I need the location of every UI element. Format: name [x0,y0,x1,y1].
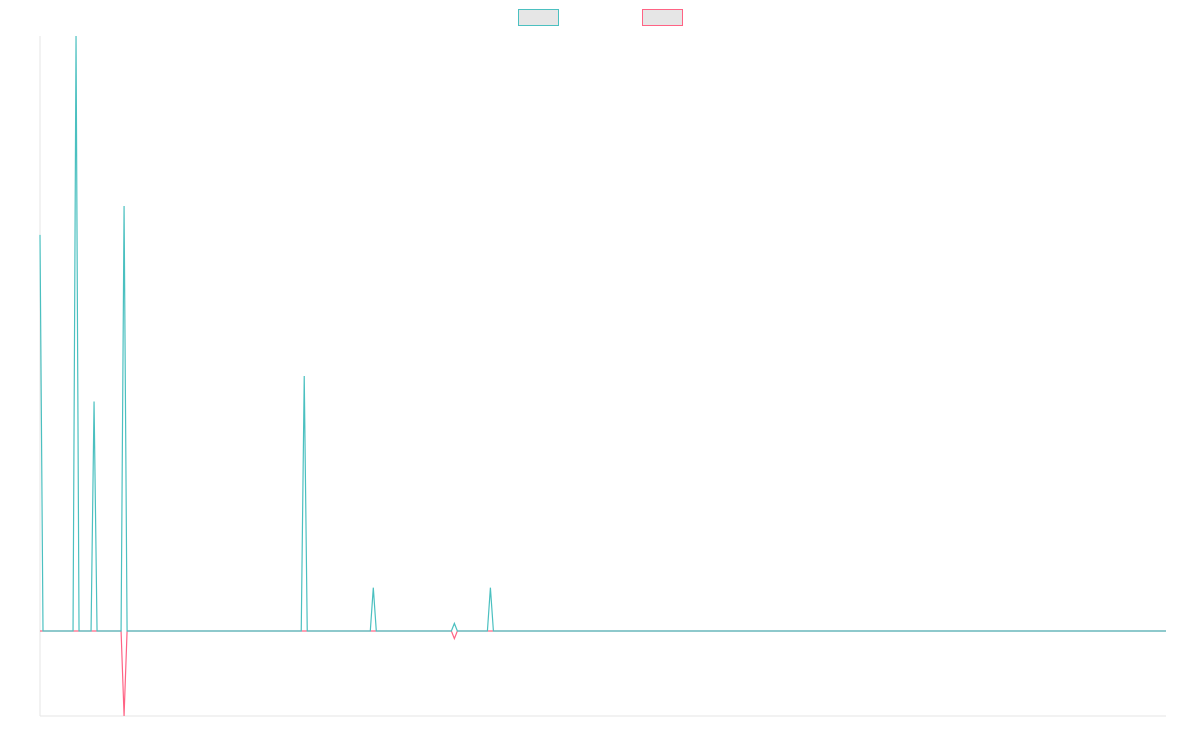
series-line-1 [39,35,1166,632]
legend-item-1[interactable] [518,9,559,26]
legend[interactable] [518,9,683,26]
series-group [39,35,1166,717]
series-line-2 [40,630,1166,717]
plot-area [39,35,1166,717]
legend-swatch-2[interactable] [642,9,683,26]
legend-item-2[interactable] [642,9,683,26]
legend-swatch-1[interactable] [518,9,559,26]
